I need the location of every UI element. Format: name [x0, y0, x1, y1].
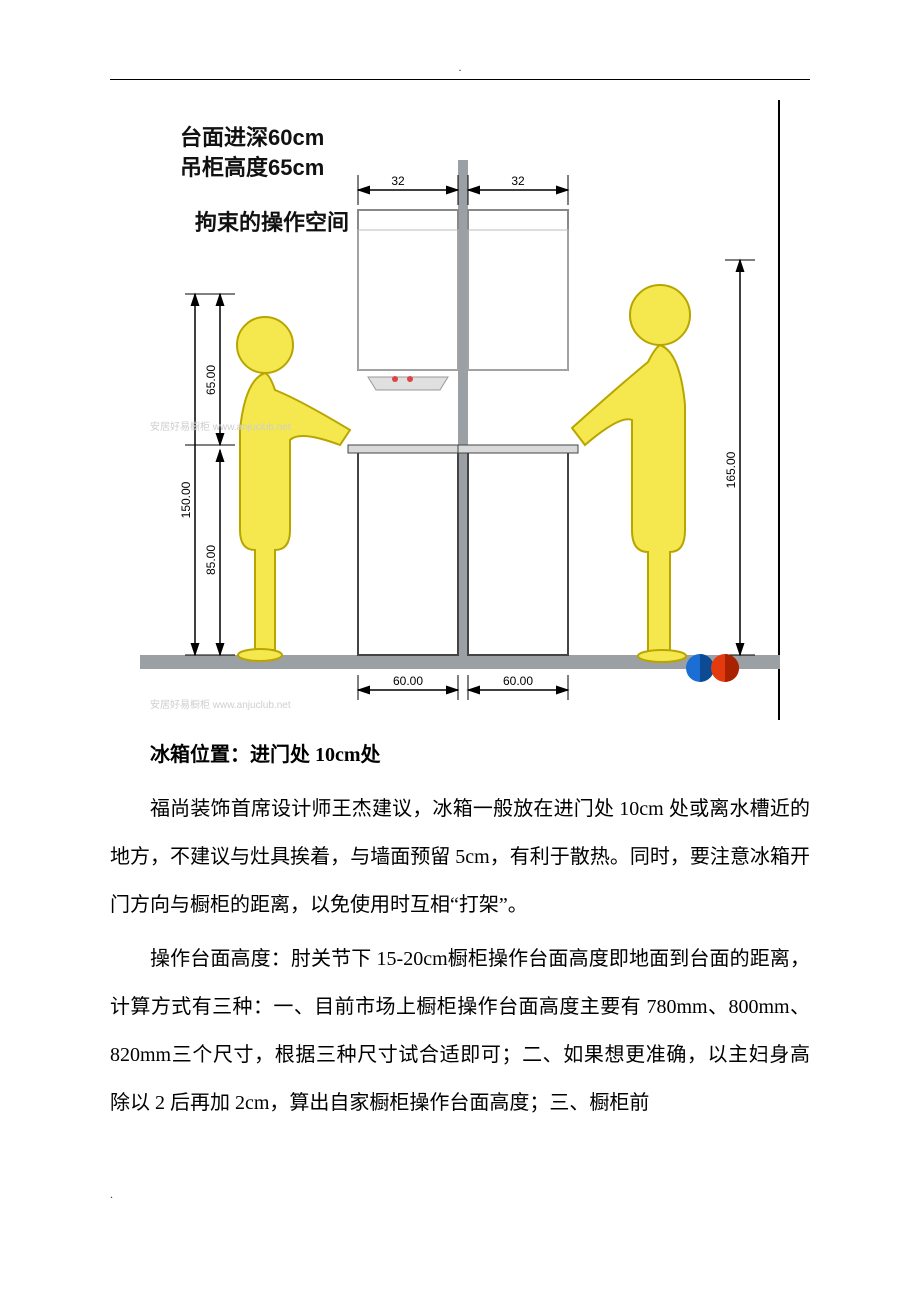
dim-85: 85.00: [204, 545, 218, 575]
dim-top-left: 32: [391, 174, 405, 188]
diagram-svg: 台面进深60cm 吊柜高度65cm 拘束的操作空间 32 32 150.00 6…: [140, 100, 780, 720]
dim-65: 65.00: [204, 365, 218, 395]
lower-cabinet-left: [358, 450, 458, 655]
dim-bot-left: 60.00: [393, 674, 423, 688]
header-rule: [110, 79, 810, 80]
watermark-bottom: 安居好易橱柜 www.anjuclub.net: [150, 698, 291, 711]
caption-line-2: 吊柜高度65cm: [180, 155, 324, 180]
dim-bot-right: 60.00: [503, 674, 533, 688]
page-footer-dot: .: [110, 1187, 810, 1202]
person-left: [237, 317, 350, 661]
countertop-right: [458, 445, 578, 453]
caption-line-1: 台面进深60cm: [180, 125, 324, 150]
lower-cabinet-right: [468, 450, 568, 655]
person-right: [572, 285, 690, 662]
page-header-dot: .: [110, 60, 810, 75]
subtitle: 冰箱位置：进门处 10cm处: [150, 738, 810, 767]
center-wall: [458, 160, 468, 660]
upper-cabinet-left: [358, 210, 458, 370]
paragraph-2: 操作台面高度：肘关节下 15-20cm橱柜操作台面高度即地面到台面的距离，计算方…: [110, 935, 810, 1127]
caption-line-3: 拘束的操作空间: [195, 210, 349, 235]
upper-cabinet-right: [468, 210, 568, 370]
paragraph-1: 福尚装饰首席设计师王杰建议，冰箱一般放在进门处 10cm 处或离水槽近的地方，不…: [110, 785, 810, 929]
watermark-left: 安居好易橱柜 www.anjuclub.net: [150, 420, 291, 433]
dim-top-right: 32: [511, 174, 525, 188]
subtitle-bold: 冰箱位置：: [150, 744, 250, 766]
ergonomics-diagram: 台面进深60cm 吊柜高度65cm 拘束的操作空间 32 32 150.00 6…: [140, 100, 780, 720]
subtitle-rest: 进门处 10cm处: [250, 744, 381, 766]
countertop-left: [348, 445, 468, 453]
stove-knob-2: [407, 376, 413, 382]
dim-165: 165.00: [724, 451, 738, 488]
stove-knob-1: [392, 376, 398, 382]
dim-150: 150.00: [179, 481, 193, 518]
